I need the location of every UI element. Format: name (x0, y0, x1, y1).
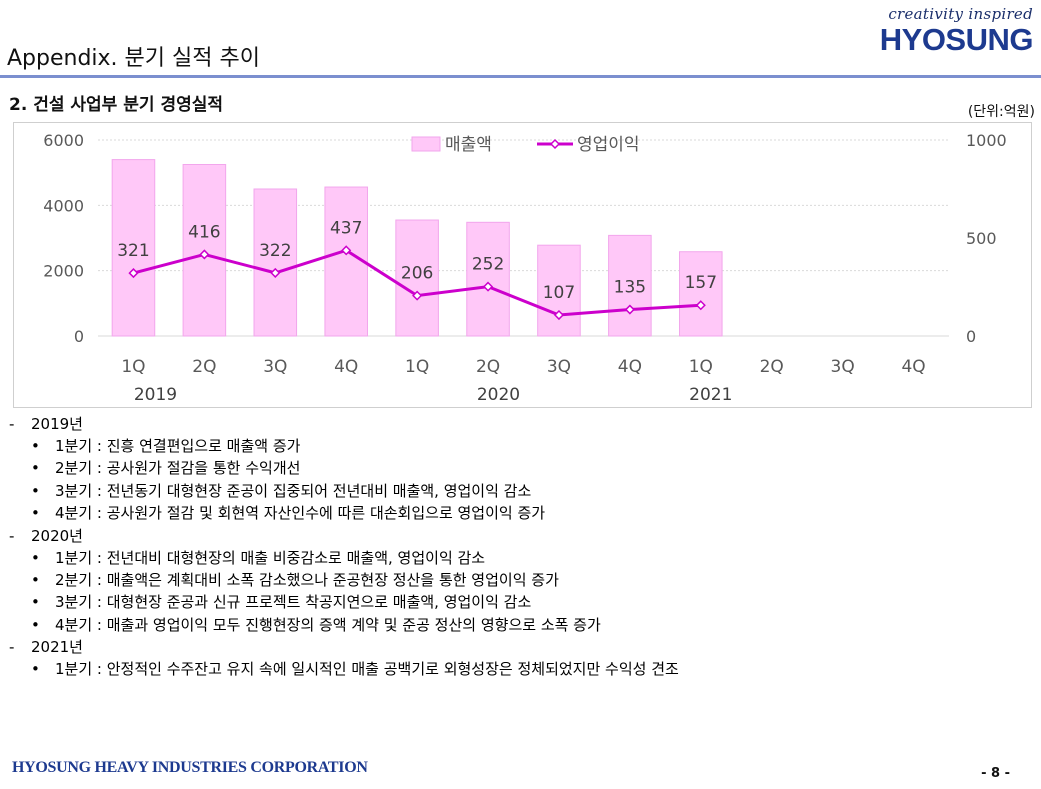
bullet-icon: • (31, 459, 40, 478)
x-tick-label: 2Q (192, 357, 216, 377)
line-point (341, 245, 352, 256)
bullet-icon: • (31, 660, 40, 679)
year-label: 2021 (689, 385, 732, 405)
brand-tagline: creativity inspired (888, 5, 1033, 23)
line-point (553, 309, 565, 321)
notes-item: • 2분기 : 매출액은 계획대비 소폭 감소했으나 준공현장 정산을 통한 영업… (9, 569, 1029, 591)
data-label: 206 (401, 264, 433, 284)
quarterly-chart: 0 2000 4000 6000 0 500 1000 321 416 322 437 206 252 1… (43, 131, 1007, 405)
bar (537, 244, 581, 337)
y-right-tick-label: 1000 (966, 131, 1007, 150)
notes-item-text: 2분기 : 매출액은 계획대비 소폭 감소했으나 준공현장 정산을 통한 영업이… (55, 570, 559, 589)
x-tick-label: 4Q (901, 357, 925, 377)
line-point (624, 304, 635, 315)
page-title: Appendix. 분기 실적 추이 (7, 46, 260, 71)
bullet-icon: • (31, 504, 40, 523)
dash-marker: - (9, 526, 15, 545)
notes-item: • 1분기 : 진흥 연결편입으로 매출액 증가 (9, 435, 1029, 457)
notes-item-text: 1분기 : 안정적인 수주잔고 유지 속에 일시적인 매출 공백기로 외형성장은… (55, 660, 679, 679)
notes-item: • 3분기 : 전년동기 대형현장 준공이 집중되어 전년대비 매출액, 영업이익… (9, 480, 1029, 502)
bullet-icon: • (31, 481, 40, 500)
notes-item-text: 1분기 : 진흥 연결편입으로 매출액 증가 (55, 437, 301, 455)
line-point (695, 300, 706, 311)
data-label: 437 (330, 218, 362, 238)
notes-item: • 4분기 : 공사원가 절감 및 회현역 자산인수에 따른 대손회입으로 영업이… (9, 502, 1029, 524)
dash-marker: - (9, 415, 15, 433)
data-label: 322 (259, 241, 291, 261)
notes-year: -2021년 (9, 636, 1029, 658)
notes-item: • 3분기 : 대형현장 준공과 신규 프로젝트 착공지연으로 매출액, 영업이익… (9, 591, 1029, 613)
notes-item-text: 4분기 : 매출과 영업이익 모두 진행현장의 증액 계약 및 준공 정산의 영… (55, 615, 601, 634)
bar (608, 234, 652, 337)
bar (253, 188, 298, 337)
data-label: 321 (117, 241, 149, 261)
title-divider (0, 75, 1041, 78)
notes-item-text: 3분기 : 대형현장 준공과 신규 프로젝트 착공지연으로 매출액, 영업이익 … (55, 593, 532, 612)
data-label: 135 (614, 278, 646, 298)
data-label: 107 (543, 283, 575, 303)
notes-year-label: 2021년 (31, 638, 83, 657)
x-tick-label: 2Q (476, 357, 500, 377)
notes-item-text: 4분기 : 공사원가 절감 및 회현역 자산인수에 따른 대손회입으로 영업이익… (55, 504, 546, 523)
bullet-icon: • (31, 570, 40, 589)
bar (466, 221, 510, 337)
chart-container: 0 2000 4000 6000 0 500 1000 321 416 322 437 206 252 1… (13, 122, 1032, 408)
y-right-tick-label: 0 (966, 327, 976, 346)
y-left-tick-label: 2000 (43, 262, 84, 281)
notes-list: -2019년 • 1분기 : 진흥 연결편입으로 매출액 증가 • 2분기 : 공사원가… (9, 413, 1029, 681)
x-tick-label: 1Q (689, 357, 713, 377)
data-label: 252 (472, 255, 504, 275)
y-left-tick-label: 6000 (43, 131, 84, 150)
bullet-icon: • (31, 548, 40, 567)
bullet-icon: • (31, 615, 40, 634)
legend-label-sales: 매출액 (445, 135, 492, 155)
notes-item-text: 3분기 : 전년동기 대형현장 준공이 집중되어 전년대비 매출액, 영업이익 … (55, 481, 532, 500)
line-point (270, 267, 281, 278)
notes-item: • 4분기 : 매출과 영업이익 모두 진행현장의 증액 계약 및 준공 정산의 … (9, 614, 1029, 636)
line-point (199, 249, 210, 260)
notes-item: • 1분기 : 전년대비 대형현장의 매출 비중감소로 매출액, 영업이익 감소 (9, 547, 1029, 569)
year-label: 2020 (477, 385, 520, 405)
line-point (482, 281, 494, 292)
notes-year: -2019년 (9, 413, 1029, 435)
footer-corporation: HYOSUNG HEAVY INDUSTRIES CORPORATION (12, 759, 368, 776)
year-label: 2019 (134, 385, 177, 405)
bullet-icon: • (31, 437, 40, 455)
dash-marker: - (9, 638, 15, 657)
notes-item-text: 1분기 : 전년대비 대형현장의 매출 비중감소로 매출액, 영업이익 감소 (55, 548, 486, 567)
notes-item-text: 2분기 : 공사원가 절감을 통한 수익개선 (55, 459, 301, 478)
x-tick-label: 3Q (547, 357, 571, 377)
x-tick-label: 3Q (831, 357, 855, 377)
x-tick-label: 1Q (121, 357, 145, 377)
y-left-tick-label: 4000 (43, 196, 84, 215)
legend-marker-profit (549, 138, 561, 150)
x-tick-label: 3Q (263, 357, 287, 377)
notes-year: -2020년 (9, 525, 1029, 547)
x-tick-label: 4Q (618, 357, 642, 377)
line-point (128, 268, 139, 279)
line-point (412, 290, 423, 301)
y-left-tick-label: 0 (74, 327, 84, 346)
page-number: - 8 - (981, 766, 1010, 781)
notes-item: • 1분기 : 안정적인 수주잔고 유지 속에 일시적인 매출 공백기로 외형성장… (9, 658, 1029, 680)
bar (395, 219, 439, 337)
x-tick-label: 4Q (334, 357, 358, 377)
x-tick-label: 2Q (760, 357, 784, 377)
x-tick-label: 1Q (405, 357, 429, 377)
bar (111, 159, 156, 337)
hyosung-logo: HYOSUNG (879, 22, 1034, 57)
bar (679, 251, 723, 337)
y-right-tick-label: 500 (966, 229, 997, 248)
data-label: 416 (188, 222, 220, 242)
legend-label-profit: 영업이익 (577, 135, 640, 155)
notes-year-label: 2020년 (31, 526, 83, 545)
section-title: 2. 건설 사업부 분기 경영실적 (9, 95, 224, 115)
bullet-icon: • (31, 593, 40, 612)
bar (324, 186, 368, 337)
legend-swatch-sales (411, 136, 441, 152)
notes-item: • 2분기 : 공사원가 절감을 통한 수익개선 (9, 457, 1029, 479)
data-label: 157 (685, 273, 717, 293)
notes-year-label: 2019년 (31, 415, 83, 433)
unit-label: (단위:억원) (967, 104, 1035, 120)
